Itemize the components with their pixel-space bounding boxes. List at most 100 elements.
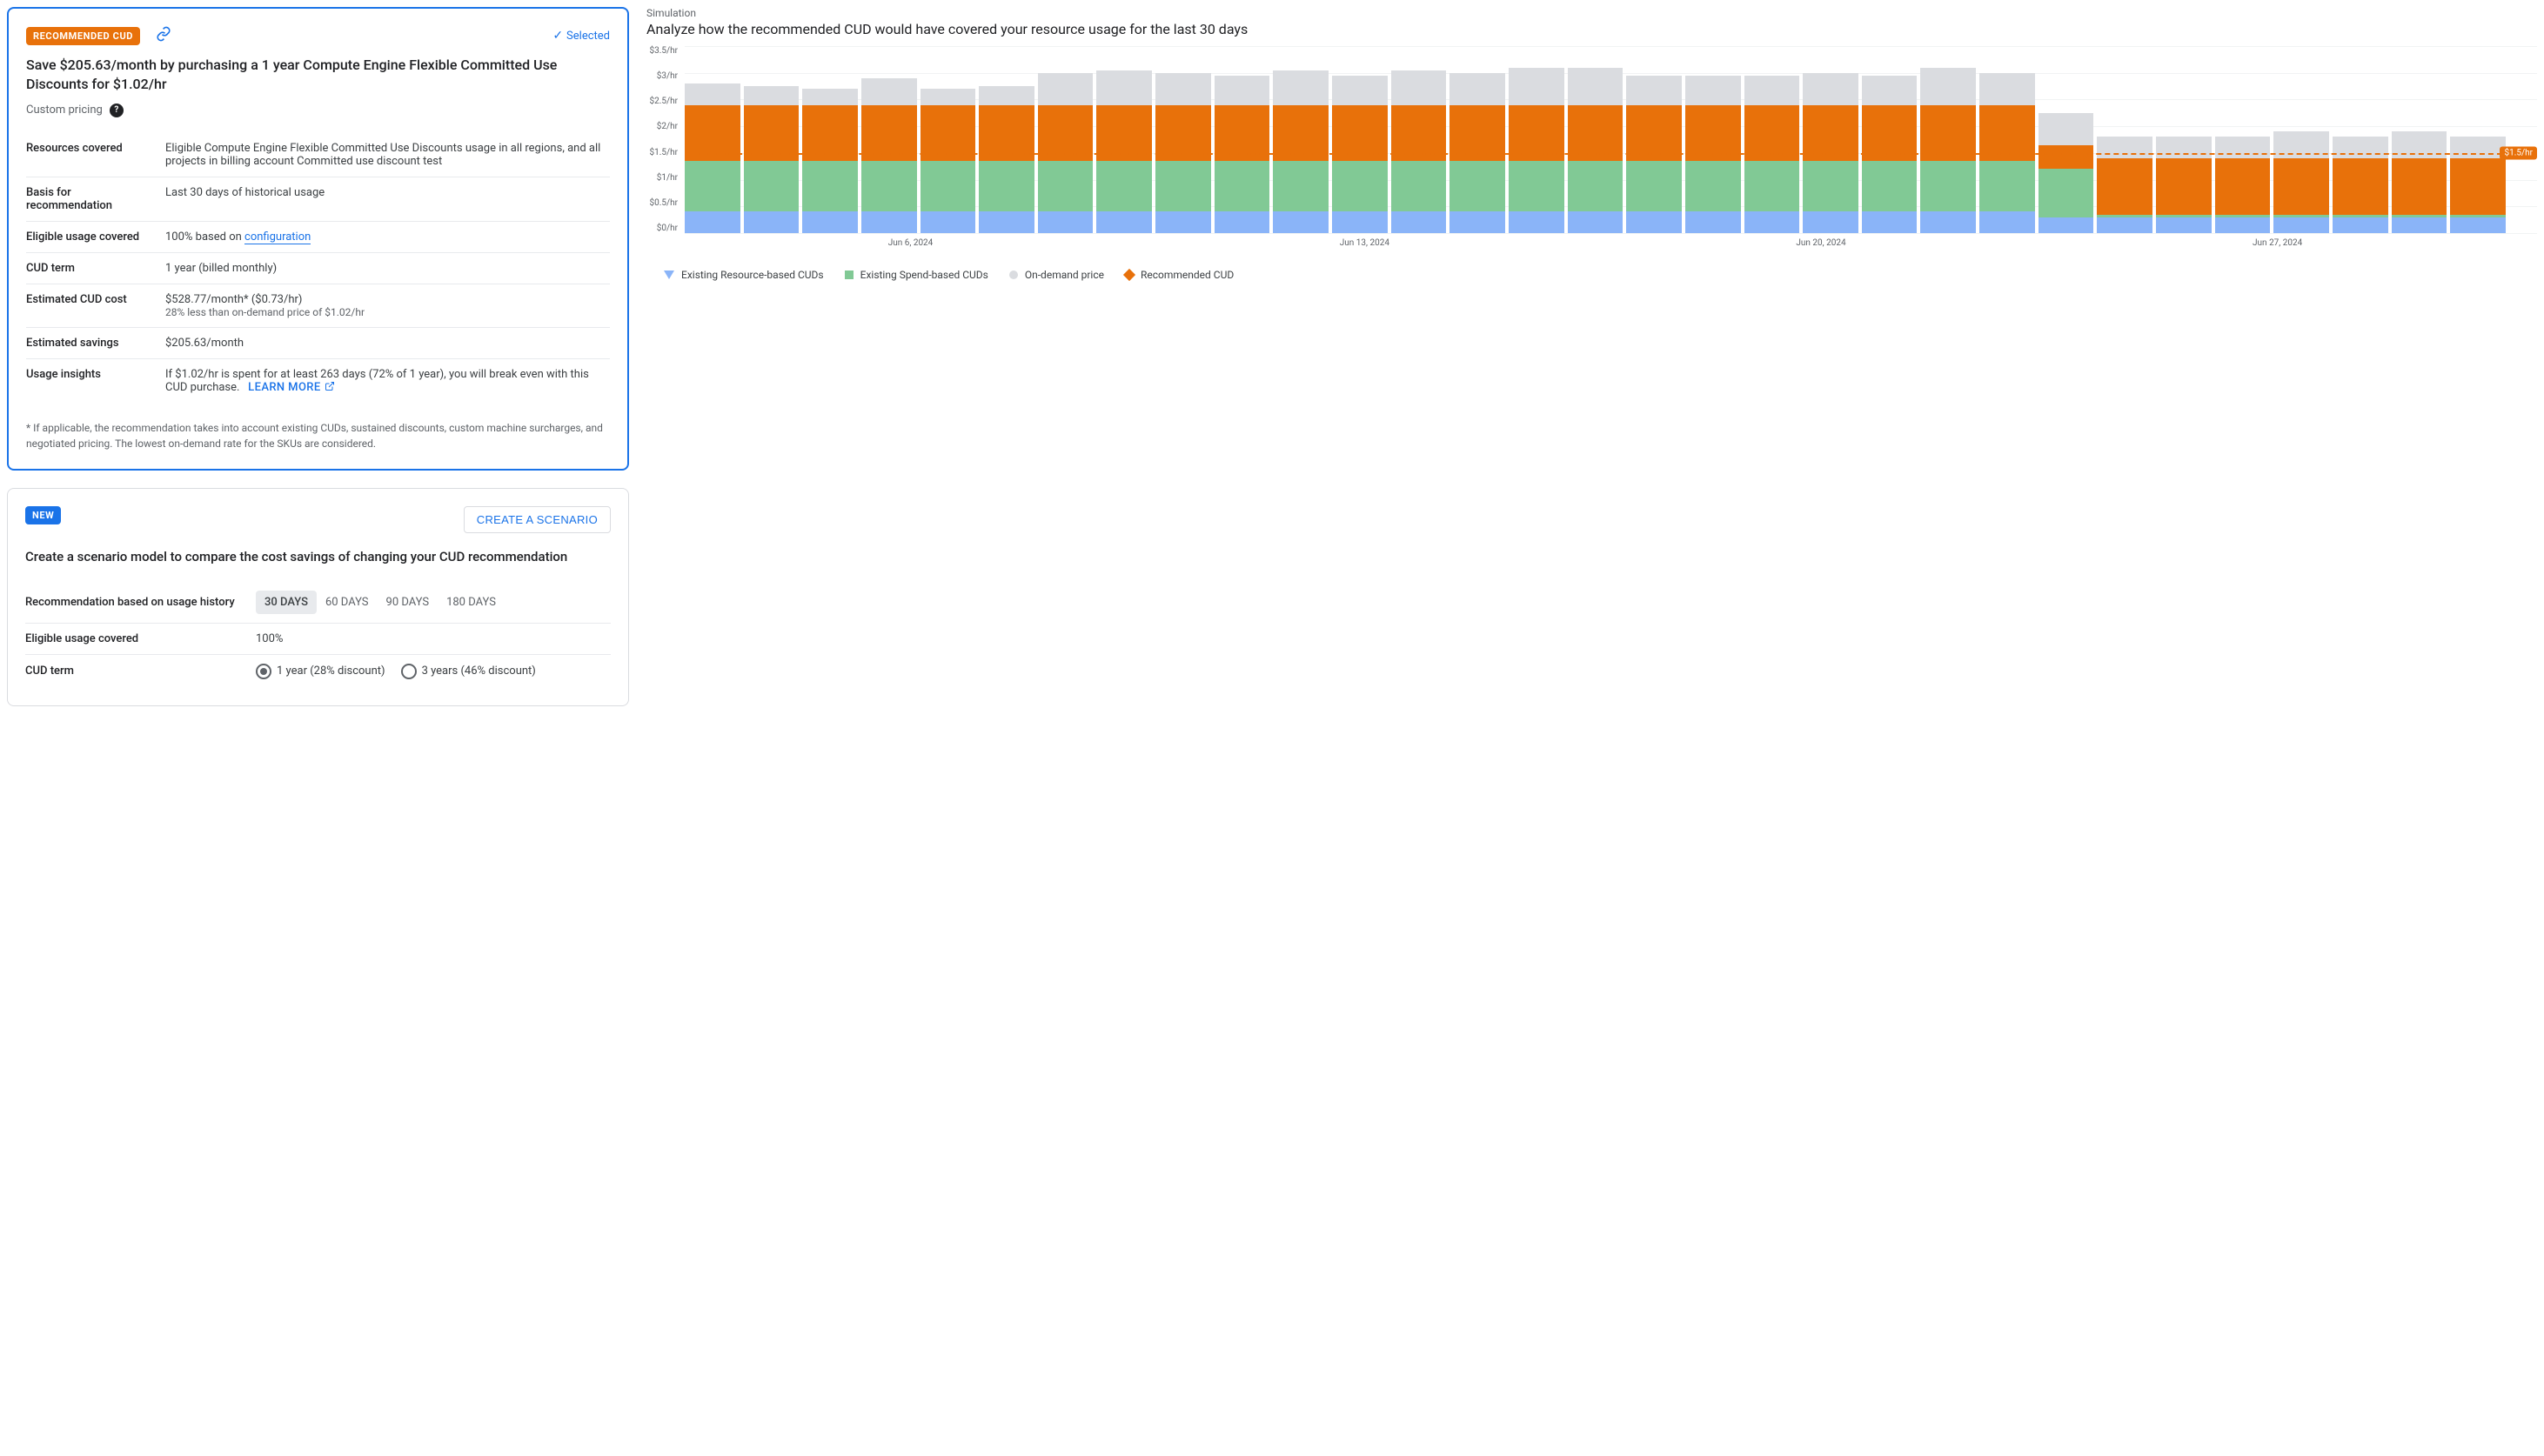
term-radio-group: 1 year (28% discount) 3 years (46% discou… [256, 664, 611, 679]
radio-icon [256, 664, 271, 679]
value: If $1.02/hr is spent for at least 263 da… [165, 368, 610, 394]
bar-segment-on-demand [1862, 76, 1918, 105]
row-cud-term: CUD term 1 year (billed monthly) [26, 253, 610, 284]
history-toggle-180-days[interactable]: 180 DAYS [438, 591, 505, 614]
card-title: Save $205.63/month by purchasing a 1 yea… [26, 56, 610, 95]
simulation-title: Analyze how the recommended CUD would ha… [646, 21, 2537, 37]
y-axis-label: $0/hr [657, 224, 678, 233]
bar-segment-existing-resource [979, 211, 1034, 233]
chart-bar [685, 83, 740, 233]
chart-bar [2215, 137, 2271, 233]
bar-segment-existing-resource [1273, 211, 1329, 233]
bar-segment-existing-resource [1979, 211, 2035, 233]
legend-label: Existing Resource-based CUDs [681, 269, 824, 281]
row-scenario-term: CUD term 1 year (28% discount)3 years (4… [25, 655, 611, 688]
bar-segment-on-demand [1332, 76, 1388, 105]
cud-info-table: Resources covered Eligible Compute Engin… [26, 133, 610, 403]
y-axis-label: $2/hr [657, 122, 678, 131]
bar-segment-on-demand [2450, 137, 2506, 158]
footnote: * If applicable, the recommendation take… [26, 420, 610, 451]
bar-segment-existing-resource [861, 211, 917, 233]
bar-segment-on-demand [921, 89, 976, 104]
row-eligible-usage: Eligible usage covered 100% based on con… [26, 222, 610, 253]
row-scenario-basis: Recommendation based on usage history 30… [25, 582, 611, 624]
selected-label: Selected [566, 30, 610, 43]
bar-segment-on-demand [1744, 76, 1800, 105]
bar-segment-existing-resource [1803, 211, 1858, 233]
selected-indicator: ✓ Selected [552, 29, 610, 43]
bar-segment-on-demand [1920, 68, 1976, 105]
legend-marker [1123, 269, 1135, 281]
configuration-link[interactable]: configuration [244, 230, 311, 244]
chart-bar [1509, 68, 1564, 233]
chart-bar [1920, 68, 1976, 233]
label: Estimated savings [26, 337, 157, 350]
learn-more-link[interactable]: LEARN MORE [248, 381, 334, 394]
value: Eligible Compute Engine Flexible Committ… [165, 142, 610, 168]
bar-segment-recommended [2156, 158, 2212, 215]
bar-segment-recommended [2273, 158, 2329, 215]
bar-segment-existing-spend [1509, 161, 1564, 211]
term-radio-option-1[interactable]: 3 years (46% discount) [401, 664, 536, 679]
y-axis-label: $3.5/hr [649, 46, 678, 56]
bar-segment-existing-resource [1568, 211, 1623, 233]
help-icon[interactable]: ? [110, 104, 124, 117]
bar-segment-existing-resource [2156, 217, 2212, 233]
bar-segment-existing-spend [1449, 161, 1505, 211]
history-toggle-30-days[interactable]: 30 DAYS [256, 591, 317, 614]
term-radio-option-0[interactable]: 1 year (28% discount) [256, 664, 385, 679]
value: 100% based on configuration [165, 230, 610, 244]
bar-segment-on-demand [744, 86, 800, 105]
scenario-info-table: Recommendation based on usage history 30… [25, 582, 611, 688]
legend-label: Existing Spend-based CUDs [860, 269, 988, 281]
value: 1 year (billed monthly) [165, 262, 610, 275]
chart-bar [2450, 137, 2506, 233]
legend-item: Existing Spend-based CUDs [845, 269, 988, 281]
chart-bar [744, 86, 800, 233]
chart-bar [802, 89, 858, 233]
bar-segment-existing-spend [1391, 161, 1447, 211]
bar-segment-existing-spend [979, 161, 1034, 211]
x-axis-label: Jun 13, 2024 [1340, 238, 1389, 248]
chart-bar [1568, 68, 1623, 233]
chart-bar [2392, 131, 2447, 233]
create-scenario-button[interactable]: CREATE A SCENARIO [464, 506, 611, 533]
link-icon[interactable] [156, 26, 171, 45]
row-estimated-cost: Estimated CUD cost $528.77/month* ($0.73… [26, 284, 610, 328]
bar-segment-existing-resource [802, 211, 858, 233]
bar-segment-recommended [2392, 158, 2447, 215]
bar-segment-on-demand [1449, 73, 1505, 105]
bar-segment-existing-spend [1920, 161, 1976, 211]
value: 1 year (28% discount) 3 years (46% discou… [256, 664, 611, 679]
bar-segment-recommended [2215, 158, 2271, 215]
legend-item: Existing Resource-based CUDs [664, 269, 824, 281]
bar-segment-existing-spend [921, 161, 976, 211]
bar-segment-on-demand [2097, 137, 2152, 158]
gridline [685, 233, 2537, 234]
recommended-cud-card: RECOMMENDED CUD ✓ Selected Save $205.63/… [7, 7, 629, 471]
bar-segment-existing-spend [1096, 161, 1152, 211]
row-scenario-eligible: Eligible usage covered 100% [25, 624, 611, 655]
bar-segment-existing-spend [1155, 161, 1211, 211]
bar-segment-existing-spend [1626, 161, 1682, 211]
value: $205.63/month [165, 337, 610, 350]
bar-segment-on-demand [2039, 113, 2094, 145]
bar-segment-existing-spend [744, 161, 800, 211]
simulation-chart: $3.5/hr$3/hr$2.5/hr$2/hr$1.5/hr$1/hr$0.5… [646, 46, 2537, 233]
bar-segment-existing-spend [1862, 161, 1918, 211]
bar-segment-recommended [2333, 158, 2388, 215]
bar-segment-existing-spend [1038, 161, 1094, 211]
y-axis-label: $1.5/hr [649, 148, 678, 157]
history-toggle-60-days[interactable]: 60 DAYS [317, 591, 378, 614]
bar-segment-existing-resource [1449, 211, 1505, 233]
learn-more-label: LEARN MORE [248, 381, 320, 394]
label: Eligible usage covered [26, 230, 157, 244]
bar-segment-on-demand [2215, 137, 2271, 158]
bar-segment-on-demand [1509, 68, 1564, 105]
bar-segment-existing-spend [1685, 161, 1741, 211]
bar-segment-existing-resource [1215, 211, 1270, 233]
chart-bar [2156, 137, 2212, 233]
chart-bar [1096, 70, 1152, 233]
history-toggle-90-days[interactable]: 90 DAYS [378, 591, 439, 614]
row-usage-insights: Usage insights If $1.02/hr is spent for … [26, 359, 610, 403]
